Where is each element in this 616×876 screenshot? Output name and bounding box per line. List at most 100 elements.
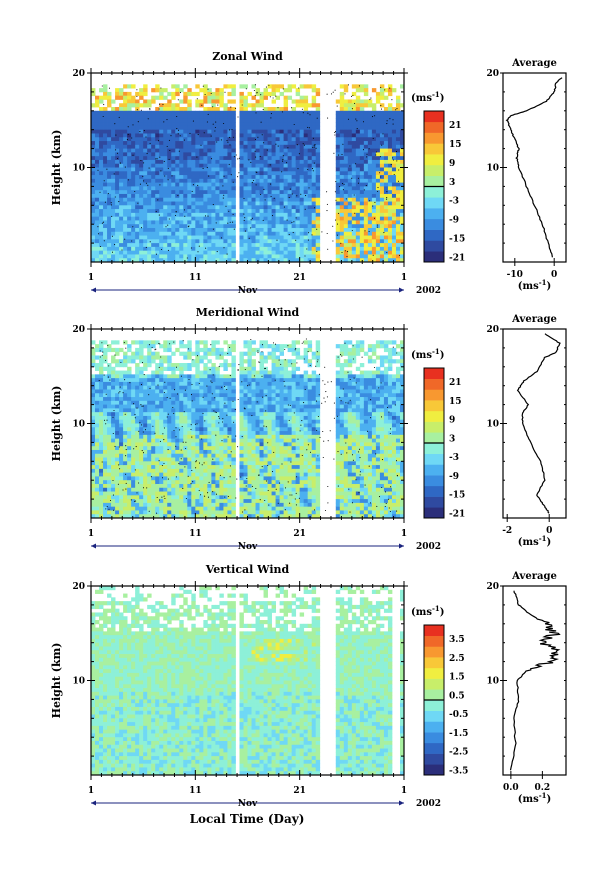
heatmap-cell bbox=[243, 152, 248, 157]
heatmap-cell bbox=[115, 118, 120, 123]
heatmap-cell bbox=[303, 216, 309, 221]
zero-contour-dot bbox=[270, 113, 272, 115]
heatmap-cell bbox=[139, 118, 144, 123]
heatmap-cell bbox=[399, 212, 405, 218]
heatmap-cell bbox=[159, 385, 164, 390]
heatmap-cell bbox=[139, 438, 144, 443]
heatmap-cell bbox=[119, 359, 124, 364]
heatmap-cell bbox=[183, 427, 188, 432]
heatmap-cell bbox=[395, 243, 401, 248]
heatmap-cell bbox=[119, 197, 124, 202]
heatmap-cell bbox=[103, 393, 108, 398]
heatmap-cell bbox=[219, 156, 224, 161]
heatmap-cell bbox=[307, 122, 313, 127]
heatmap-cell bbox=[103, 190, 108, 195]
heatmap-cell bbox=[115, 351, 120, 356]
heatmap-cell bbox=[395, 125, 401, 131]
heatmap-cell bbox=[147, 197, 152, 202]
heatmap-cell bbox=[395, 152, 401, 157]
heatmap-cell bbox=[155, 133, 160, 138]
heatmap-cell bbox=[351, 141, 357, 146]
heatmap-cell bbox=[339, 246, 345, 252]
heatmap-cell bbox=[335, 159, 341, 165]
heatmap-cell bbox=[99, 133, 104, 138]
heatmap-cell bbox=[155, 220, 160, 225]
heatmap-cell bbox=[303, 129, 309, 134]
heatmap-cell bbox=[399, 152, 405, 157]
heatmap-cell bbox=[247, 91, 252, 97]
heatmap-cell bbox=[135, 231, 140, 236]
heatmap-cell bbox=[243, 103, 248, 108]
heatmap-cell bbox=[307, 220, 313, 225]
heatmap-cell bbox=[167, 374, 172, 379]
heatmap-cell bbox=[351, 254, 357, 259]
heatmap-cell bbox=[183, 227, 188, 233]
heatmap-cell bbox=[187, 209, 192, 214]
heatmap-cell bbox=[175, 347, 180, 353]
heatmap-cell bbox=[223, 178, 228, 184]
heatmap-cell bbox=[335, 182, 341, 187]
heatmap-cell bbox=[223, 144, 228, 149]
heatmap-cell bbox=[367, 205, 373, 210]
heatmap-cell bbox=[195, 182, 200, 187]
zero-contour-dot bbox=[113, 173, 115, 175]
heatmap-cell bbox=[111, 400, 116, 405]
zero-contour-dot bbox=[395, 109, 397, 111]
heatmap-cell bbox=[335, 186, 341, 191]
heatmap-cell bbox=[175, 231, 180, 236]
heatmap-cell bbox=[359, 114, 365, 119]
heatmap-cell bbox=[199, 156, 204, 161]
heatmap-cell bbox=[347, 205, 353, 210]
heatmap-cell bbox=[367, 163, 373, 168]
heatmap-cell bbox=[211, 201, 216, 206]
heatmap-cell bbox=[243, 193, 248, 199]
heatmap-cell bbox=[239, 171, 244, 176]
heatmap-cell bbox=[259, 133, 264, 138]
zero-contour-dot bbox=[349, 165, 351, 167]
heatmap-cell bbox=[199, 99, 204, 104]
zero-contour-dot bbox=[355, 118, 357, 120]
heatmap-cell bbox=[395, 156, 401, 161]
heatmap-cell bbox=[143, 216, 148, 221]
heatmap-cell bbox=[355, 114, 361, 119]
heatmap-cell bbox=[295, 250, 301, 255]
heatmap-cell bbox=[159, 506, 164, 511]
heatmap-cell bbox=[131, 129, 136, 134]
heatmap-cell bbox=[111, 359, 116, 364]
heatmap-cell bbox=[343, 254, 349, 259]
heatmap-cell bbox=[371, 178, 377, 184]
heatmap-cell bbox=[167, 103, 172, 108]
heatmap-cell bbox=[299, 175, 305, 180]
heatmap-cell bbox=[171, 370, 176, 375]
heatmap-cell bbox=[311, 186, 317, 191]
heatmap-cell bbox=[211, 107, 216, 112]
heatmap-cell bbox=[311, 88, 317, 93]
heatmap-cell bbox=[223, 122, 228, 127]
heatmap-cell bbox=[215, 190, 220, 195]
heatmap-cell bbox=[135, 415, 140, 421]
heatmap-cell bbox=[123, 446, 128, 451]
heatmap-cell bbox=[351, 190, 357, 195]
heatmap-cell bbox=[155, 258, 160, 263]
zero-contour-dot bbox=[231, 128, 233, 131]
heatmap-cell bbox=[95, 499, 100, 504]
heatmap-cell bbox=[115, 171, 120, 176]
zero-contour-dot bbox=[136, 109, 138, 111]
heatmap-cell bbox=[163, 344, 168, 349]
heatmap-cell bbox=[99, 393, 104, 398]
heatmap-cell bbox=[351, 129, 357, 134]
heatmap-cell bbox=[371, 171, 377, 176]
heatmap-cell bbox=[315, 159, 321, 165]
heatmap-cell bbox=[367, 171, 373, 176]
heatmap-cell bbox=[299, 118, 305, 123]
heatmap-cell bbox=[311, 152, 317, 157]
heatmap-cell bbox=[255, 129, 260, 134]
heatmap-cell bbox=[311, 216, 317, 221]
heatmap-cell bbox=[299, 205, 305, 210]
heatmap-cell bbox=[187, 487, 192, 492]
heatmap-cell bbox=[139, 393, 144, 398]
heatmap-cell bbox=[199, 400, 204, 405]
heatmap-cell bbox=[215, 114, 220, 119]
heatmap-cell bbox=[167, 220, 172, 225]
heatmap-cell bbox=[135, 465, 140, 470]
